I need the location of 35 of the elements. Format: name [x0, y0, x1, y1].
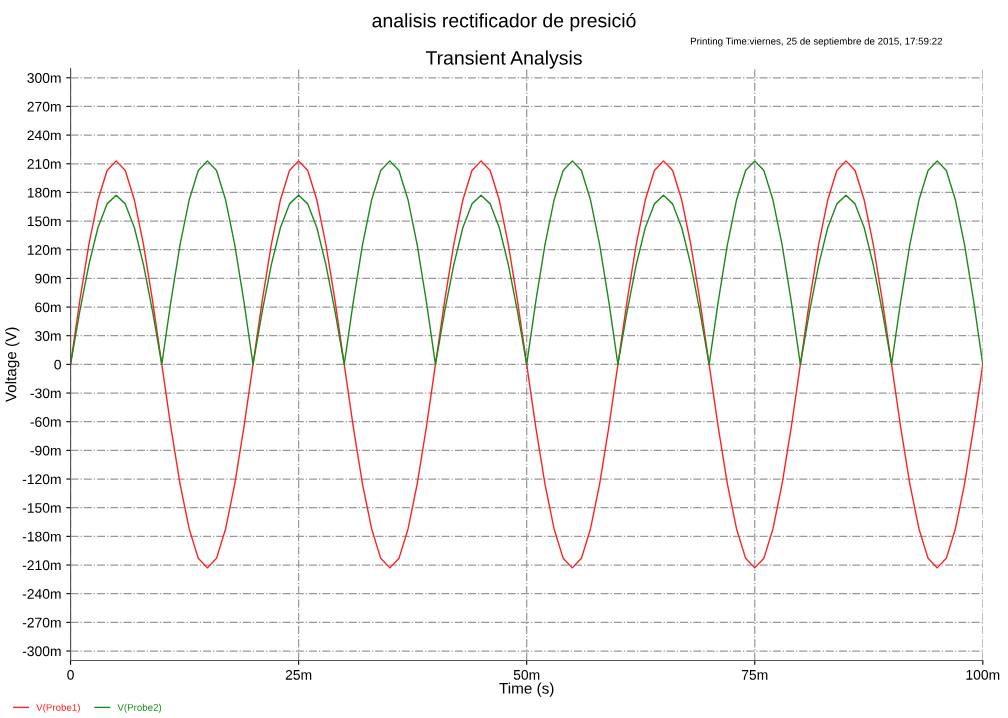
x-axis-title: Time (s): [499, 682, 554, 697]
chart-subtitle: Transient Analysis: [425, 50, 582, 69]
line-series: [70, 160, 983, 366]
y-tick-label: 180m: [27, 187, 61, 198]
y-tick-label: -180m: [22, 531, 61, 542]
x-tick-label: 75m: [741, 670, 768, 680]
x-tick-label: 50m: [513, 669, 540, 680]
y-tick-label: -300m: [22, 646, 61, 657]
y-tick-label: -30m: [30, 388, 61, 399]
y-tick-label: 30m: [35, 331, 61, 341]
y-tick-label: -270m: [22, 617, 61, 628]
y-tick-label: -210m: [22, 560, 61, 571]
y-tick-label: 0: [54, 359, 61, 370]
y-tick-label: -150m: [22, 503, 61, 513]
y-tick-label: 240m: [27, 130, 61, 141]
y-tick-label: -120m: [22, 474, 61, 485]
y-tick-label: 120m: [27, 245, 61, 255]
y-tick-label: -60m: [30, 417, 61, 427]
x-tick-label: 0: [67, 669, 74, 680]
y-tick-label: 60m: [35, 302, 61, 313]
y-tick-label: -240m: [22, 589, 61, 599]
y-tick-label: 270m: [27, 101, 61, 112]
y-tick-label: 90m: [35, 273, 61, 284]
x-tick-label: 25m: [285, 669, 312, 680]
line-series: [70, 160, 983, 569]
legend-label: V(Probe2): [117, 703, 162, 713]
text: Printing Time:viernes, 25 de septiembre de 2015, 17:59:22: [690, 37, 943, 47]
y-tick-label: 210m: [27, 159, 61, 169]
y-tick-label: 150m: [27, 216, 61, 227]
legend-label: V(Probe1): [36, 703, 80, 713]
y-tick-label: 300m: [27, 73, 61, 83]
y-tick-label: -90m: [30, 445, 61, 456]
y-axis-title: Voltage (V): [5, 327, 20, 403]
chart-title: analisis rectificador de presició: [372, 12, 636, 32]
x-tick-label: 100m: [966, 669, 1000, 680]
